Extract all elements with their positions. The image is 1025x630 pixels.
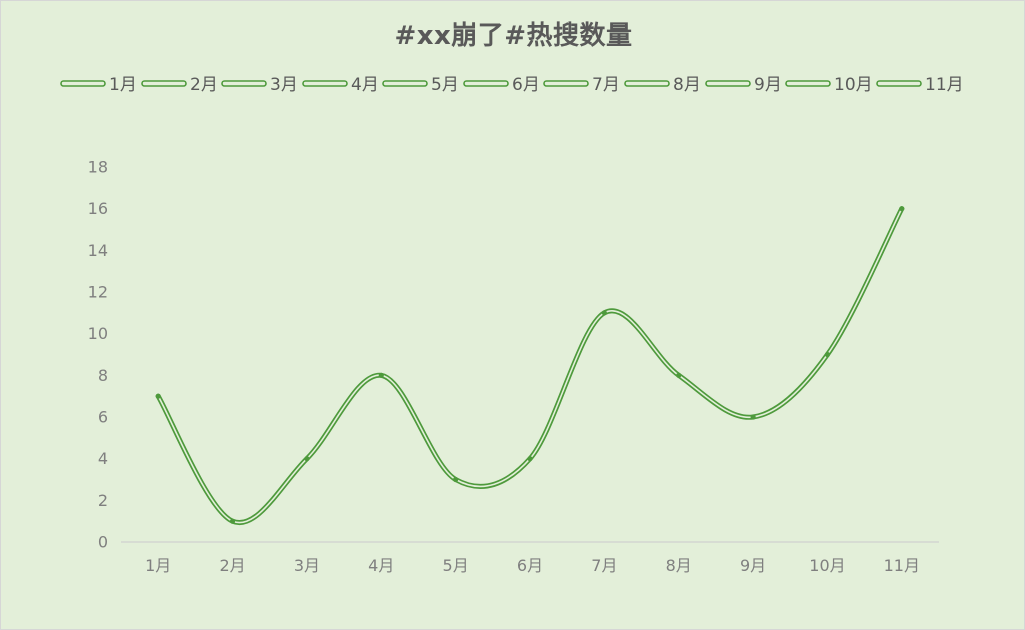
x-tick-label: 1月 [145,556,171,575]
x-tick-label: 10月 [809,556,845,575]
y-tick-label: 6 [98,408,108,427]
data-point [378,372,384,378]
x-tick-label: 7月 [591,556,617,575]
legend-swatch [141,80,187,87]
legend-label: 11月 [925,75,964,95]
legend-swatch [463,80,509,87]
series-line [155,206,905,526]
y-tick-label: 14 [88,241,108,260]
legend-swatch [705,80,751,87]
data-point [229,518,236,524]
legend-label: 6月 [512,75,540,95]
legend-swatch [543,80,589,87]
legend-label: 7月 [592,75,620,95]
y-tick-label: 8 [98,366,108,385]
y-tick-label: 18 [88,158,108,177]
series-line-inner [157,207,903,524]
x-tick-label: 11月 [884,556,920,575]
legend-swatch [785,80,831,87]
y-tick-label: 10 [88,324,108,343]
legend-swatch [302,80,348,87]
x-tick-label: 9月 [740,556,766,575]
legend: 1月 2月 3月 4月 5月 6月 7月 8月 9月 10月 11月 [60,75,964,95]
y-tick-label: 4 [98,449,108,468]
legend-label: 4月 [351,75,379,95]
data-point [899,206,905,212]
x-tick-label: 2月 [219,556,245,575]
x-tick-label: 3月 [294,556,320,575]
chart-title: #xx崩了#热搜数量 [394,21,633,51]
plot-area [155,206,905,526]
x-axis: 1月 2月 3月 4月 5月 6月 7月 8月 9月 10月 11月 [121,541,939,575]
data-point [155,393,161,399]
data-point [750,414,756,420]
y-tick-label: 12 [88,283,108,302]
legend-label: 9月 [754,75,782,95]
y-tick-label: 16 [88,199,108,218]
legend-label: 3月 [270,75,298,95]
data-point [824,351,831,358]
x-tick-label: 5月 [443,556,469,575]
x-tick-label: 8月 [666,556,692,575]
y-axis: 0 2 4 6 8 10 12 14 16 18 [88,158,108,552]
data-point [676,372,682,378]
legend-label: 1月 [109,75,137,95]
legend-swatch [876,80,922,87]
legend-label: 5月 [431,75,459,95]
y-tick-label: 2 [98,491,108,510]
x-tick-label: 6月 [517,556,543,575]
data-point [304,456,310,462]
legend-label: 2月 [190,75,218,95]
y-tick-label: 0 [98,533,108,552]
data-point [527,456,533,462]
data-point [453,476,459,483]
legend-swatch [382,80,428,87]
legend-label: 10月 [834,75,873,95]
legend-swatch [624,80,670,87]
legend-swatch [60,80,106,87]
legend-label: 8月 [673,75,701,95]
data-point [601,310,607,316]
legend-swatch [221,80,267,87]
x-tick-label: 4月 [368,556,394,575]
